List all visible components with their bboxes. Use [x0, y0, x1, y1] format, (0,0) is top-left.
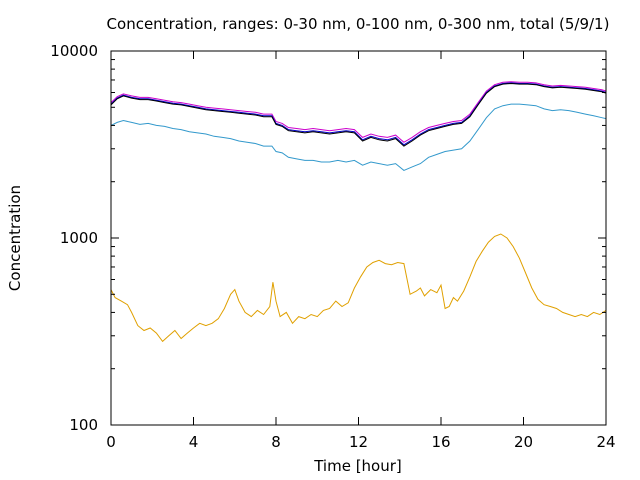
series-line-5: [110, 82, 607, 147]
x-tick-label: 16: [431, 433, 450, 451]
chart-title: Concentration, ranges: 0-30 nm, 0-100 nm…: [107, 15, 610, 33]
x-axis-label: Time [hour]: [313, 457, 402, 475]
plot-frame: [110, 50, 607, 426]
x-tick-label: 4: [189, 433, 199, 451]
y-tick-label: 1000: [60, 229, 98, 247]
series-line-4: [110, 82, 607, 146]
x-tick-label: 8: [271, 433, 281, 451]
y-tick-label: 100: [69, 416, 98, 434]
ticks-layer: 0 4 8 12 16 20 24 100 1000 10000: [50, 42, 615, 451]
x-tick-label: 20: [514, 433, 533, 451]
series-line-3: [110, 81, 607, 143]
x-tick-label: 12: [349, 433, 368, 451]
x-tick-label: 24: [596, 433, 615, 451]
series-line-1: [110, 233, 607, 343]
series-line-2: [110, 103, 607, 171]
series-layer: [110, 81, 607, 343]
y-axis-label: Concentration: [6, 185, 24, 291]
x-tick-label: 0: [106, 433, 116, 451]
y-tick-label: 10000: [50, 42, 98, 60]
